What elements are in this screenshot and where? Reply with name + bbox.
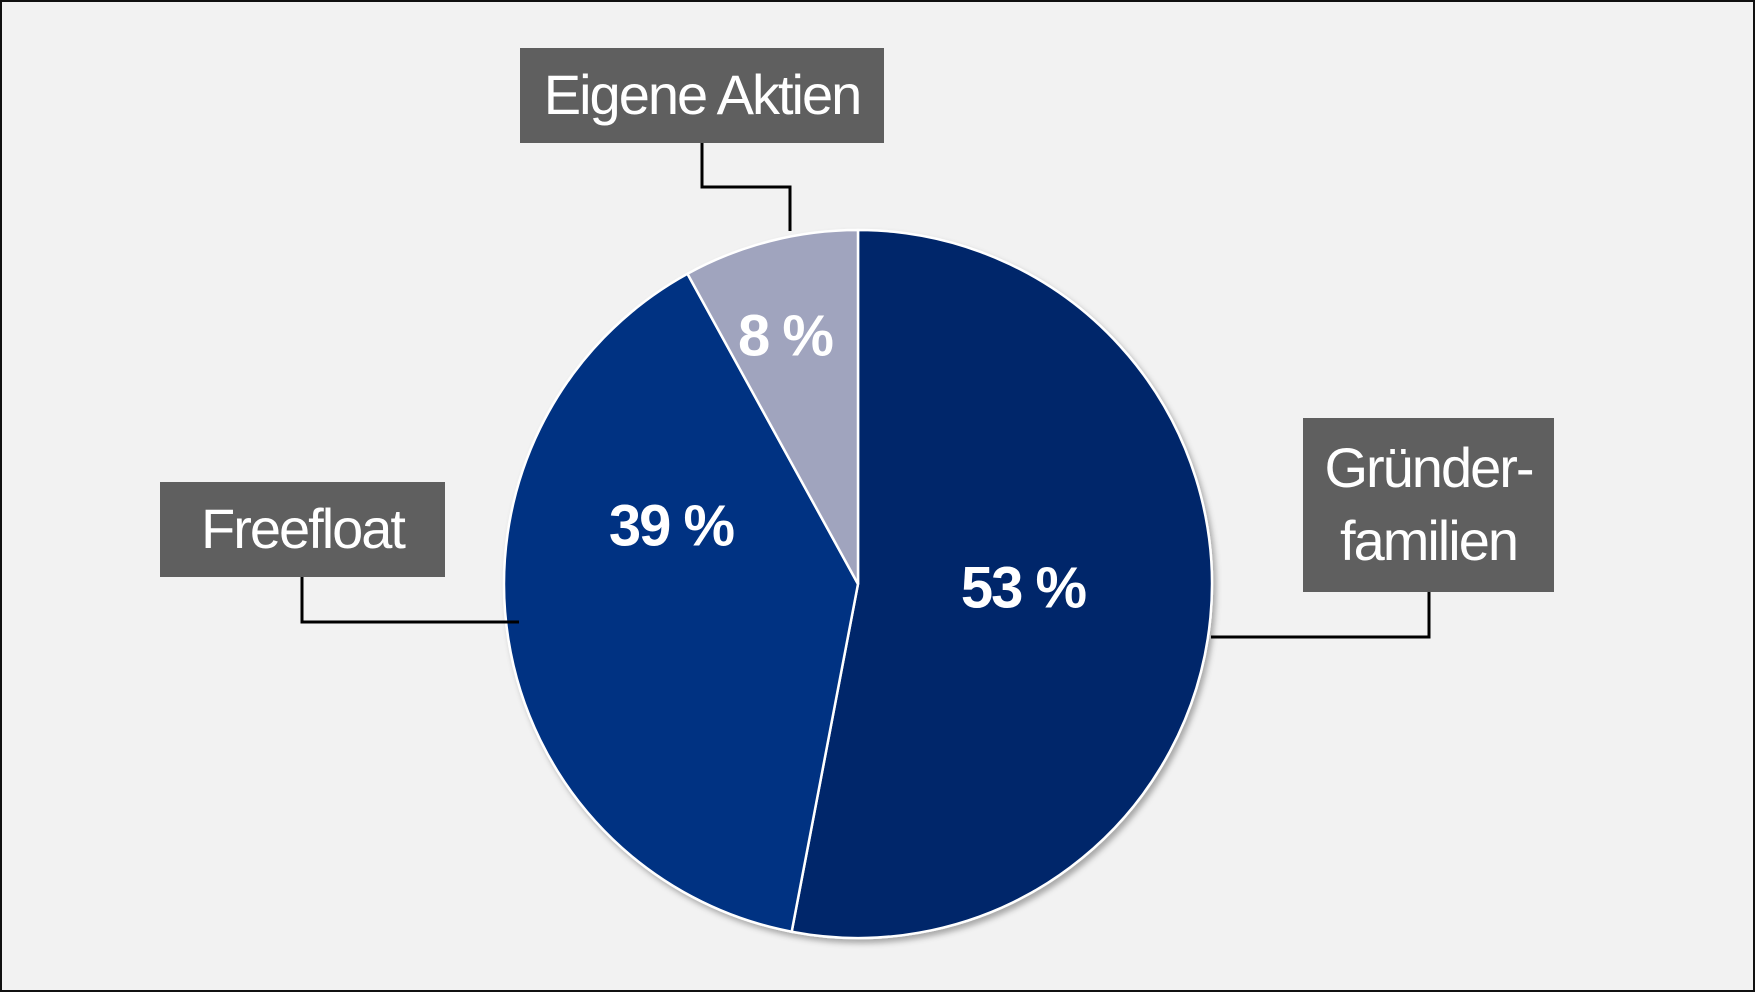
category-label: Gründer- familien bbox=[1303, 418, 1554, 592]
category-label: Eigene Aktien bbox=[520, 48, 884, 143]
value-label: 8 % bbox=[738, 303, 833, 368]
category-label: Freefloat bbox=[160, 482, 445, 577]
value-label: 39 % bbox=[609, 493, 735, 558]
pie-slice bbox=[685, 228, 860, 585]
pie-slice bbox=[502, 272, 860, 934]
leader-line bbox=[300, 577, 519, 624]
value-label: 53 % bbox=[961, 555, 1087, 620]
slices bbox=[502, 228, 1214, 940]
leader-line bbox=[1211, 592, 1431, 639]
leader-line bbox=[700, 143, 792, 231]
pie-slice bbox=[790, 228, 1214, 940]
